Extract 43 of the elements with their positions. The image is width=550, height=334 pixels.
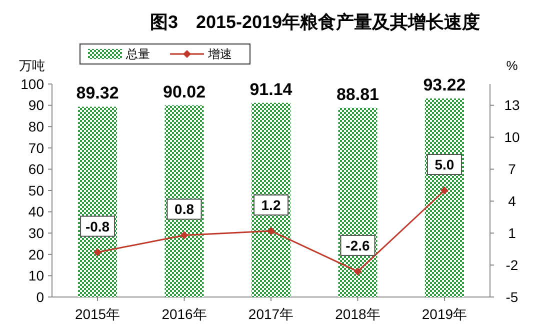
y-tick-label: 70 (28, 140, 44, 156)
data-label: 0.8 (174, 201, 194, 218)
point (354, 267, 362, 276)
point (180, 231, 188, 240)
y2-tick-label: 10 (504, 129, 520, 146)
y-tick-label: 40 (28, 204, 44, 220)
y2-tick-label: -5 (506, 288, 518, 305)
data-label: 90.02 (162, 82, 206, 102)
y-tick-label: 80 (28, 118, 44, 134)
data-label: 1.2 (261, 196, 281, 213)
y-axis-title: 万吨 (19, 58, 45, 73)
x-tick-label: 2019年 (422, 306, 468, 322)
y2-tick-label: 1 (508, 225, 516, 241)
data-label: -0.8 (85, 218, 110, 234)
legend-label: 总量 (125, 47, 150, 62)
chart-title: 图3 2015-2019年粮食产量及其增长速度 (150, 12, 480, 32)
data-label: 91.14 (250, 80, 293, 99)
y2-tick-label: 13 (504, 97, 520, 114)
y2-tick-label: -2 (506, 256, 518, 273)
y2-tick-label: 4 (508, 193, 516, 210)
y2-tick-label: 7 (508, 161, 516, 178)
y-tick-label: 50 (28, 182, 44, 198)
x-tick-label: 2018年 (335, 306, 380, 322)
x-tick-label: 2016年 (162, 306, 207, 322)
y-tick-label: 30 (28, 225, 44, 241)
data-label: 5.0 (434, 156, 454, 172)
y-tick-label: 20 (28, 246, 44, 262)
data-label: 89.32 (76, 84, 119, 103)
point (267, 226, 275, 235)
legend-label: 增速 (207, 47, 232, 62)
data-label: -2.6 (346, 237, 370, 254)
x-tick-label: 2017年 (248, 306, 294, 322)
data-label: 88.81 (336, 84, 380, 104)
y-tick-label: 60 (28, 161, 44, 178)
y2-axis-title: % (506, 58, 518, 73)
x-tick-label: 2015年 (74, 306, 120, 322)
data-label: 93.22 (423, 75, 466, 94)
y-tick-label: 0 (36, 288, 44, 305)
y-tick-label: 100 (20, 76, 44, 92)
y-tick-label: 10 (28, 268, 44, 284)
point (94, 248, 102, 256)
point (440, 186, 448, 194)
y-tick-label: 90 (28, 97, 44, 114)
